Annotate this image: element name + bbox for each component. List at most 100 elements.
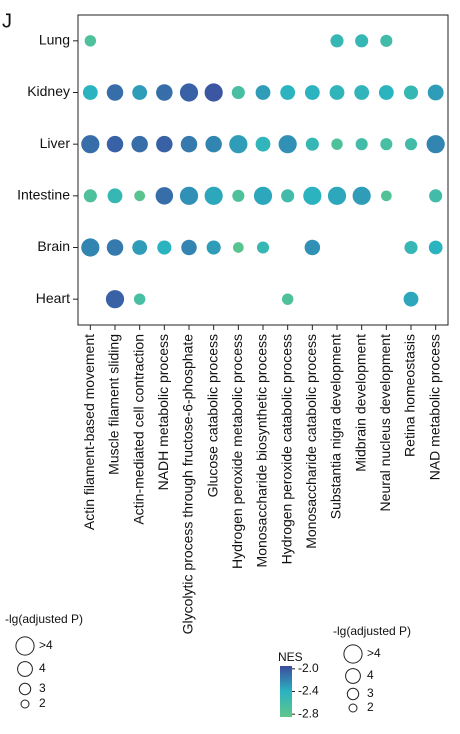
size-legend-label: >4: [39, 638, 53, 652]
x-tick-label: Monosaccharide catabolic process: [303, 334, 319, 549]
size-legend-label: 3: [367, 686, 374, 700]
bubble: [253, 186, 273, 205]
colorbar: [280, 666, 292, 717]
bubble: [331, 138, 343, 150]
y-tick-label: Brain: [37, 238, 70, 254]
colorbar-tick-label: -2.4: [298, 684, 319, 698]
bubble: [404, 240, 418, 255]
size-legend-label: 4: [367, 668, 374, 682]
size-legend-circle: [18, 682, 32, 696]
x-tick-label: Substantia nigra development: [328, 334, 344, 519]
y-tick-label: Liver: [40, 135, 71, 151]
bubble: [380, 34, 393, 47]
bubble: [354, 85, 370, 100]
size-legend-circle: [15, 636, 35, 656]
bubble: [133, 293, 146, 305]
size-legend-circle: [343, 644, 363, 664]
bubble: [404, 138, 418, 151]
bubble: [232, 242, 244, 253]
size-legend-title: -lg(adjusted P): [5, 612, 83, 626]
bubble: [403, 85, 419, 100]
x-tick-label: Actin filament-based movement: [81, 334, 97, 530]
bubble: [281, 293, 294, 305]
bubble: [156, 135, 173, 153]
bubble: [327, 186, 347, 205]
bubble: [205, 135, 222, 153]
colorbar-tick-label: -2.0: [298, 661, 319, 675]
bubble: [106, 239, 124, 256]
bubble: [81, 135, 100, 154]
bubble: [380, 138, 393, 151]
bubble: [429, 189, 443, 203]
bubble: [352, 186, 371, 205]
x-tick-label: NADH metabolic process: [155, 334, 171, 490]
bubble: [303, 186, 322, 205]
colorbar-title: NES: [278, 650, 303, 664]
bubble: [378, 85, 394, 100]
colorbar-tick-label: -2.8: [298, 706, 319, 720]
bubble: [81, 238, 100, 257]
bubble: [157, 240, 172, 255]
plot-frame: [77, 14, 449, 326]
bubble: [132, 85, 148, 100]
bubble: [278, 135, 297, 154]
bubble: [428, 240, 443, 255]
x-tick-label: Monosaccharide biosynthetic process: [254, 334, 270, 567]
bubble: [355, 138, 368, 151]
y-tick-label: Kidney: [27, 83, 70, 99]
bubble: [204, 83, 223, 102]
bubble: [255, 85, 271, 100]
bubble: [106, 135, 124, 153]
bubble: [355, 34, 369, 48]
panel-label: J: [2, 10, 12, 32]
bubble: [255, 136, 271, 152]
bubble: [204, 186, 223, 205]
size-legend-label: 2: [367, 700, 374, 714]
bubble: [304, 85, 320, 100]
bubble: [206, 240, 221, 255]
y-tick-label: Intestine: [17, 187, 70, 203]
bubble: [107, 188, 123, 204]
bubble: [330, 34, 344, 48]
bubble: [179, 186, 199, 205]
bubble: [155, 187, 174, 205]
size-legend-label: >4: [367, 646, 381, 660]
x-tick-label: Retina homeostasis: [402, 334, 418, 457]
bubble: [403, 291, 419, 307]
x-tick-label: Glucose catabolic process: [204, 334, 220, 497]
size-legend-circle: [17, 661, 33, 677]
bubble: [106, 84, 124, 101]
bubble: [380, 190, 392, 202]
size-legend-label: 3: [39, 681, 46, 695]
x-tick-label: Neural nucleus development: [377, 334, 393, 512]
bubble: [156, 84, 173, 101]
x-tick-label: Hydrogen peroxide catabolic process: [278, 334, 294, 564]
bubble: [134, 190, 146, 202]
x-tick-label: Hydrogen peroxide metabolic process: [229, 334, 245, 569]
size-legend-circle: [20, 699, 30, 709]
bubble: [181, 239, 197, 256]
bubble: [329, 85, 345, 100]
x-tick-label: Glycolytic process through fructose-6-ph…: [180, 334, 196, 635]
bubble: [427, 84, 444, 101]
bubble: [82, 85, 98, 100]
bubble: [105, 290, 125, 309]
bubble: [231, 85, 245, 100]
bubble: [131, 135, 148, 153]
x-tick-label: Muscle filament sliding: [106, 334, 122, 475]
bubble: [256, 241, 270, 254]
bubble: [280, 85, 296, 100]
bubble: [426, 135, 445, 154]
bubble: [229, 135, 248, 154]
bubble: [83, 189, 97, 203]
bubble: [132, 240, 148, 255]
x-tick-label: NAD metabolic process: [426, 334, 442, 480]
bubble: [304, 239, 321, 256]
size-legend-label: 2: [39, 696, 46, 710]
size-legend-label: 4: [39, 661, 46, 675]
size-legend-title: -lg(adjusted P): [333, 624, 411, 638]
bubble: [180, 135, 198, 153]
size-legend-circle: [345, 668, 361, 684]
bubble: [84, 35, 97, 47]
